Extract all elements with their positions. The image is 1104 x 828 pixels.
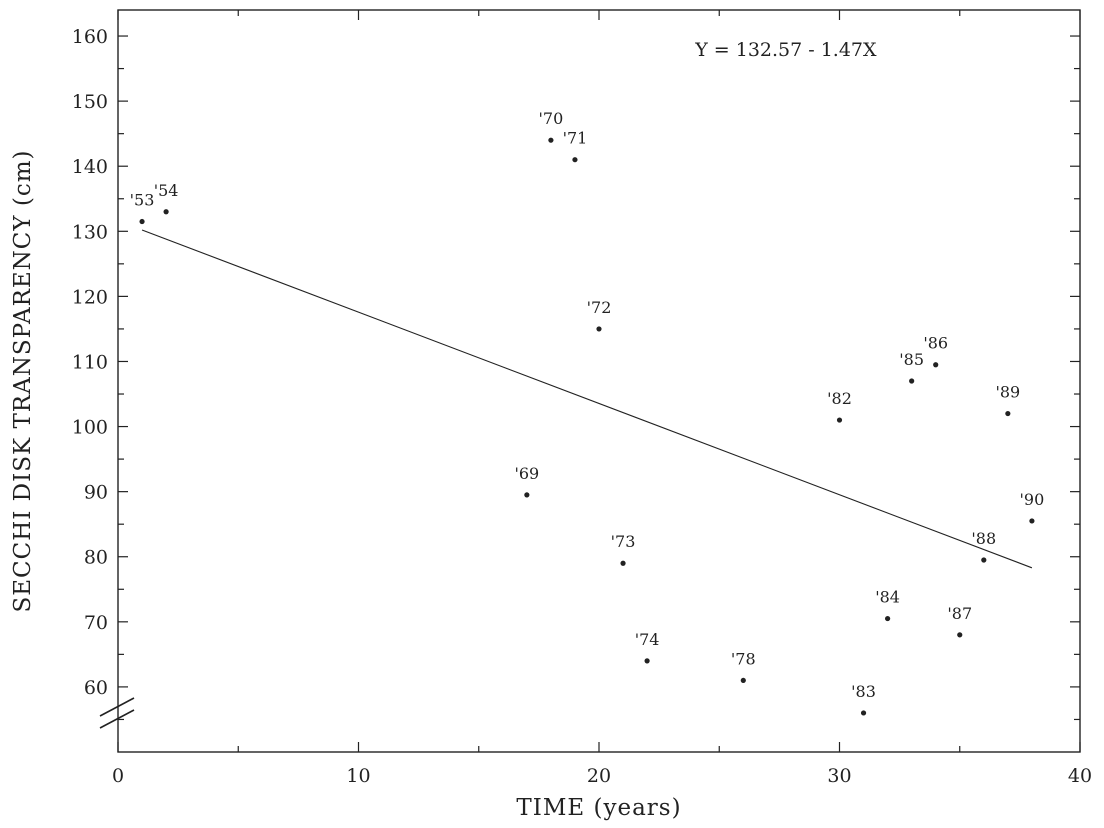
regression-line-group [141, 229, 1033, 569]
point-labels: '53'54'69'70'71'72'73'74'78'82'83'84'85'… [130, 109, 1045, 701]
y-tick-label: 110 [72, 351, 108, 373]
data-point-label: '84 [875, 588, 900, 607]
plot-border [117, 9, 1081, 753]
data-point-label: '72 [587, 298, 612, 317]
data-point-label: '85 [899, 350, 924, 369]
data-point [860, 710, 867, 716]
x-axis-title: TIME (years) [516, 795, 681, 821]
y-tick-label: 60 [84, 677, 108, 699]
y-tick-label: 150 [72, 91, 108, 113]
x-tick-label: 20 [587, 765, 611, 787]
axis-break-mark [99, 697, 135, 717]
data-point-label: '74 [635, 630, 660, 649]
x-tick-label: 40 [1068, 765, 1092, 787]
data-point [1005, 410, 1011, 417]
data-point-label: '69 [514, 464, 539, 483]
data-point [596, 326, 602, 332]
data-point [163, 209, 169, 215]
data-point-label: '82 [827, 389, 852, 408]
data-point [933, 362, 939, 368]
y-tick-label: 90 [84, 482, 108, 504]
y-tick-label: 80 [84, 547, 108, 569]
y-tick-label: 70 [84, 612, 108, 634]
data-points [139, 137, 1035, 716]
axis-ticks [117, 10, 1081, 752]
data-point [836, 417, 843, 423]
data-point [572, 157, 578, 163]
data-point [981, 557, 987, 563]
data-point [740, 677, 746, 684]
axis-tick-labels: 0 10 20 30 40 60 70 80 90 100 110 120 130 140 150 160 [72, 26, 1092, 787]
data-point [548, 137, 554, 143]
data-point-label: '83 [851, 682, 876, 701]
y-axis-title: SECCHI DISK TRANSPARENCY (cm) [10, 149, 36, 612]
plot-frame [99, 9, 1081, 753]
axis-break-mark [99, 709, 135, 729]
data-point-label: '78 [731, 649, 756, 668]
y-tick-label: 160 [72, 26, 108, 48]
data-point [620, 560, 626, 566]
data-point [957, 632, 963, 638]
data-point-label: '73 [611, 532, 636, 551]
data-point [139, 218, 145, 225]
data-point-label: '88 [971, 529, 996, 548]
data-point [524, 492, 530, 498]
y-tick-label: 130 [72, 221, 108, 243]
data-point [1029, 518, 1035, 524]
y-tick-label: 100 [72, 417, 108, 439]
x-tick-label: 30 [827, 765, 851, 787]
regression-line [141, 229, 1033, 569]
data-point-label: '53 [130, 191, 155, 210]
data-point [909, 378, 915, 384]
x-tick-label: 0 [112, 765, 124, 787]
x-tick-label: 10 [346, 765, 370, 787]
data-point-label: '86 [923, 334, 948, 353]
regression-equation: Y = 132.57 - 1.47X [694, 39, 877, 61]
data-point-label: '89 [995, 383, 1020, 402]
data-point-label: '90 [1020, 490, 1045, 509]
y-tick-label: 140 [72, 156, 108, 178]
data-point-label: '70 [539, 109, 564, 128]
y-tick-label: 120 [72, 286, 108, 308]
data-point [885, 615, 891, 622]
data-point [644, 658, 650, 664]
data-point-label: '87 [947, 604, 972, 623]
data-point-label: '54 [154, 181, 179, 200]
data-point-label: '71 [563, 129, 588, 148]
